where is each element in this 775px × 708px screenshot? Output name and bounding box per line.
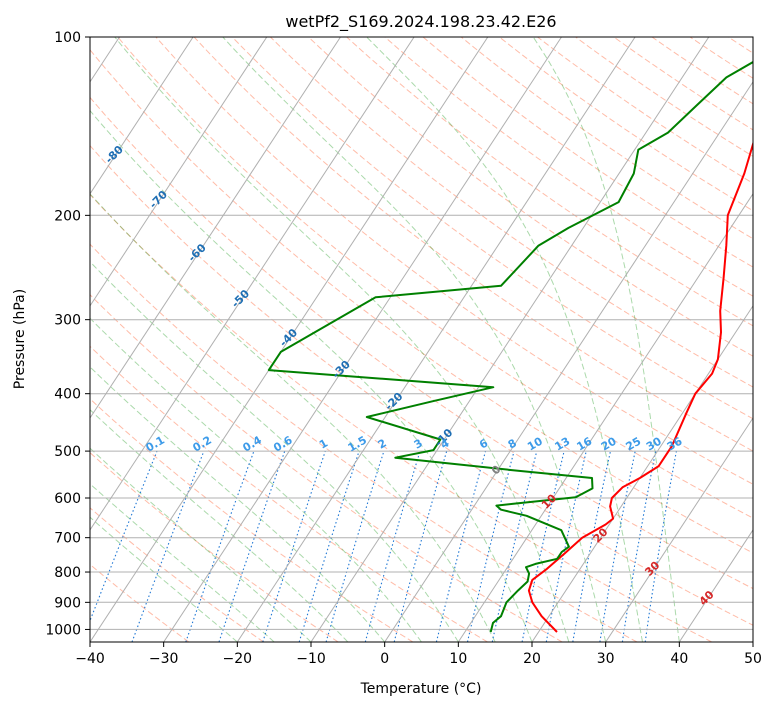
isotherm-line	[163, 37, 562, 642]
x-tick-label: 0	[380, 651, 389, 667]
isotherm-line	[310, 37, 710, 642]
mixing-ratio-line	[262, 450, 326, 642]
y-tick-label: 200	[54, 208, 81, 224]
dry-adiabat-line	[90, 144, 753, 626]
moist-adiabat-line	[90, 260, 459, 642]
dry-adiabat-line	[346, 37, 753, 327]
dry-adiabat-line	[575, 37, 753, 157]
y-tick-label: 900	[54, 595, 81, 611]
moist-adiabat-line	[222, 37, 607, 642]
isotherm-line	[605, 417, 753, 642]
moist-adiabat-line	[90, 483, 275, 642]
mixing-ratio-line	[466, 450, 515, 642]
dewpoint-line	[267, 60, 753, 633]
mixing-ratio-line	[298, 450, 360, 642]
y-tick-label: 1000	[45, 622, 81, 638]
y-tick-label: 100	[54, 30, 81, 46]
mixing-ratio-lines	[90, 450, 677, 642]
moist-adiabat-line	[366, 37, 643, 642]
mixing-ratio-line	[435, 450, 487, 642]
mixing-ratio-line	[325, 450, 385, 642]
sounding-series	[267, 60, 753, 633]
dry-adiabat-line	[537, 37, 753, 184]
mixing-ratio-line	[644, 450, 677, 642]
isotherm-line	[457, 192, 753, 642]
y-axis: 100 200 300 400 500 600 700 800 900 1000	[45, 30, 90, 638]
mixing-ratio-line	[491, 450, 538, 642]
dry-adiabat-line	[384, 37, 753, 297]
isotherm-line	[384, 80, 753, 642]
dry-adiabat-line	[90, 96, 753, 590]
mixing-ratio-line	[364, 450, 421, 642]
y-axis-label: Pressure (hPa)	[12, 289, 28, 389]
dry-adiabat-line	[90, 451, 339, 642]
dry-adiabat-line	[193, 37, 753, 452]
dry-adiabat-line	[90, 294, 563, 642]
isotherm-line	[236, 37, 636, 642]
mixing-ratio-line	[599, 450, 636, 642]
mixing-ratio-line	[621, 450, 657, 642]
moist-adiabat-line	[532, 37, 680, 642]
x-tick-label: 10	[449, 651, 467, 667]
dry-adiabat-line	[90, 193, 712, 642]
dry-adiabat-line	[460, 37, 753, 240]
dry-adiabat-line	[231, 37, 753, 420]
isotherm-line	[90, 37, 268, 307]
chart-title: wetPf2_S169.2024.198.23.42.E26	[285, 12, 556, 32]
isobar-gridlines	[90, 37, 753, 630]
isotherm-gridlines	[90, 37, 753, 642]
dry-adiabat-line	[117, 37, 753, 519]
x-tick-label: 20	[523, 651, 541, 667]
moist-adiabats	[90, 37, 680, 642]
mixing-ratio-line	[393, 450, 448, 642]
moist-adiabat-line	[90, 366, 386, 642]
isotherm-line	[90, 37, 415, 531]
dry-adiabat-line	[270, 37, 753, 388]
x-tick-label: 40	[670, 651, 688, 667]
y-tick-label: 300	[54, 313, 81, 329]
x-tick-label: −20	[223, 651, 253, 667]
moist-adiabat-line	[90, 193, 496, 642]
x-tick-label: 50	[744, 651, 762, 667]
isotherm-line	[90, 37, 489, 642]
isotherm-line	[678, 529, 753, 642]
mixing-ratio-line	[572, 450, 612, 642]
y-tick-label: 500	[54, 444, 81, 460]
dry-adiabat-line	[90, 507, 264, 642]
x-tick-label: −30	[149, 651, 179, 667]
moist-adiabat-line	[90, 409, 349, 642]
x-tick-label: 30	[597, 651, 615, 667]
y-tick-label: 600	[54, 491, 81, 507]
dry-adiabat-line	[90, 49, 753, 554]
y-tick-label: 800	[54, 565, 81, 581]
plot-frame	[89, 36, 754, 643]
mixing-ratio-line	[185, 450, 255, 642]
isotherm-line	[531, 304, 753, 642]
moist-adiabat-line	[114, 37, 570, 642]
x-axis-label: Temperature (°C)	[360, 681, 482, 697]
isotherm-line	[90, 37, 341, 419]
x-axis: −40 −30 −20 −10 0 10 20 30 40 50	[75, 642, 762, 667]
mixing-ratio-line	[218, 450, 286, 642]
y-tick-label: 700	[54, 531, 81, 547]
moist-adiabat-line	[90, 447, 312, 642]
isotherm-line	[90, 37, 194, 195]
moist-adiabat-line	[90, 109, 533, 642]
moist-adiabat-line	[90, 516, 238, 642]
temperature-line	[527, 140, 753, 633]
dry-adiabat-line	[90, 398, 414, 642]
dry-adiabat-line	[422, 37, 753, 268]
mixing-ratio-line	[521, 450, 565, 642]
dry-adiabat-line	[90, 243, 638, 642]
x-tick-label: −10	[296, 651, 326, 667]
dry-adiabats	[90, 37, 753, 642]
x-tick-label: −40	[75, 651, 105, 667]
y-tick-label: 400	[54, 387, 81, 403]
